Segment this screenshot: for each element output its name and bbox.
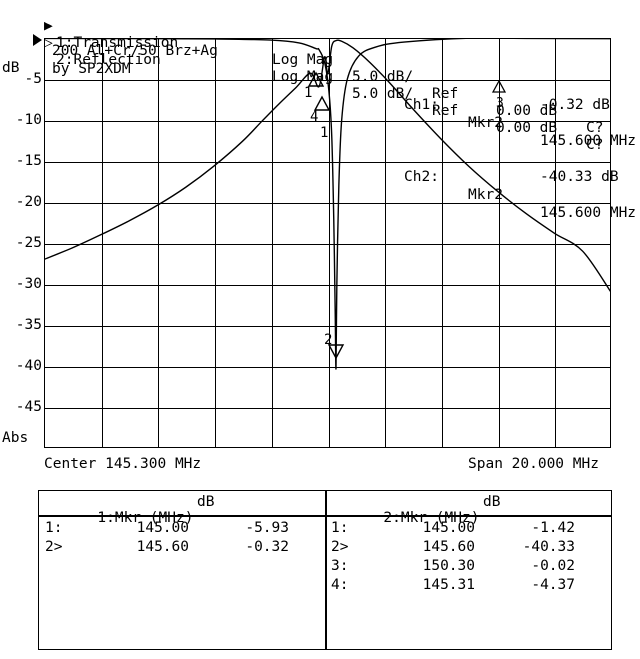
channel-1-ref-label: Ref: [432, 86, 459, 102]
grid-hline: [45, 121, 610, 122]
trace-title-line1: 200 Al+Cr/50 Brz+Ag: [52, 43, 218, 59]
y-axis-tick-label: -30: [15, 276, 42, 292]
grid-vline: [385, 39, 387, 447]
trace-title-annotation: 200 Al+Cr/50 Brz+Ag by SP2XDM: [52, 42, 218, 78]
grid-vline: [555, 39, 557, 447]
marker-row-db: -1.42: [531, 520, 575, 536]
table-1-unit-header: dB: [197, 494, 215, 510]
marker-row-frequency: 145.31: [422, 577, 475, 593]
marker-row-db: -4.37: [531, 577, 575, 593]
grid-vline: [101, 39, 103, 447]
grid-vline: [158, 39, 160, 447]
channel-1-ref-value: 0.00 dB: [496, 103, 558, 119]
y-axis-tick-label: -10: [15, 112, 42, 128]
channel-2-active-icon: ▷: [44, 35, 53, 51]
grid-hline: [45, 162, 610, 163]
x-axis-center-label: Center 145.300 MHz: [44, 456, 202, 472]
trace-title-line2: by SP2XDM: [52, 61, 131, 77]
y-axis-tick-label: -15: [15, 153, 42, 169]
grid-hline: [45, 367, 610, 368]
y-axis-tick-label: -40: [15, 358, 42, 374]
readout-ch2-label: Ch2:: [404, 169, 439, 185]
grid-hline: [45, 408, 610, 409]
channel-2-ref-label: Ref: [432, 103, 459, 119]
marker-readout-row-ch1: Ch1: Mkr2 145.600 MHz -0.32 dB 3: [404, 78, 636, 149]
plot-marker-label-1b: 1: [320, 125, 328, 141]
table-2-header-label: 2:Mkr (MHz): [383, 510, 480, 526]
marker-row-db: -0.32: [245, 539, 289, 555]
channel-1-correction-status: C?: [586, 120, 604, 136]
y-axis-tick-label: -45: [15, 399, 42, 415]
marker-table-channel-1[interactable]: 1:Mkr (MHz) dB 1: 145.00 -5.93 2> 145.60 -0.3…: [39, 491, 325, 649]
marker-row-db: -0.02: [531, 558, 575, 574]
channel-1-active-icon: ▶: [44, 18, 53, 34]
trace-canvas: 1412221: [44, 38, 611, 370]
plot-marker-triangle-4[interactable]: [313, 95, 331, 111]
y-axis: -5 -10 -15 -20 -25 -30 -35 -40 -45: [0, 36, 42, 448]
grid-hline: [45, 285, 610, 286]
x-axis-span-label: Span 20.000 MHz: [468, 456, 599, 472]
readout-ch1-marker: Mkr2: [468, 115, 503, 131]
plot-marker-label-2: 2: [324, 332, 332, 348]
table-2-header: 2:Mkr (MHz) dB: [331, 494, 500, 558]
marker-row-frequency: 150.30: [422, 558, 475, 574]
channel-2-name: 2:Reflection: [56, 52, 161, 68]
grid-vline: [498, 39, 500, 447]
readout-ch1-frequency: 145.600 MHz: [540, 133, 637, 149]
grid-vline: [271, 39, 273, 447]
marker-row-frequency: 145.00: [422, 520, 475, 536]
grid-vline: [328, 39, 330, 447]
marker-row-index: 3:: [331, 558, 349, 574]
marker-row-index: 1:: [331, 520, 349, 536]
plot-marker-triangle-1[interactable]: [307, 71, 325, 87]
channel-2-header-row[interactable]: ▷ 2:Reflection Log Mag 5.0 dB/ Ref 0.00 …: [0, 18, 640, 153]
y-axis-tick-label: -5: [24, 71, 42, 87]
grid-hline: [45, 244, 610, 245]
marker-row-frequency: 145.60: [422, 539, 475, 555]
y-axis-tick-label: -35: [15, 317, 42, 333]
channel-header: ▶ 1:Transmission Log Mag 5.0 dB/ Ref 0.0…: [0, 0, 640, 153]
table-1-header: 1:Mkr (MHz) dB: [45, 494, 214, 558]
marker-row-index: 4:: [331, 577, 349, 593]
grid-vline: [441, 39, 443, 447]
table-1-header-label: 1:Mkr (MHz): [97, 510, 194, 526]
marker-readout-row-ch2: Ch2: Mkr2 145.600 MHz -40.33 dB: [404, 150, 636, 221]
marker-row-index: 1:: [45, 520, 63, 536]
marker-row-index: 2>: [331, 539, 349, 555]
readout-ch1-amplitude: -0.32 dB: [540, 97, 610, 113]
readout-ch2-marker: Mkr2: [468, 187, 503, 203]
marker-row-db: -40.33: [522, 539, 575, 555]
channel-1-scale: 5.0 dB/: [352, 69, 414, 85]
y-axis-tick-label: -20: [15, 194, 42, 210]
readout-ch1-marker-triangle-icon: [492, 80, 506, 93]
marker-row-db: -5.93: [245, 520, 289, 536]
y-axis-unit-label: dB: [2, 60, 20, 76]
marker-row-frequency: 145.60: [136, 539, 189, 555]
channel-2-correction-status: C?: [586, 137, 604, 153]
y-axis-abs-label: Abs: [2, 430, 29, 446]
readout-ch1-label: Ch1:: [404, 97, 439, 113]
grid-vline: [215, 39, 217, 447]
plot-marker-triangle-2[interactable]: [327, 344, 345, 360]
marker-table-channel-2[interactable]: 2:Mkr (MHz) dB 1: 145.00 -1.42 2> 145.60 -40.…: [325, 491, 611, 649]
readout-ch1-marker-badge: 3: [496, 96, 504, 111]
table-vertical-divider: [325, 491, 327, 649]
grid-hline: [45, 326, 610, 327]
plot-marker-label-4: 4: [310, 109, 318, 125]
marker-row-index: 2>: [45, 539, 63, 555]
grid-hline: [45, 203, 610, 204]
reference-level-arrow-icon: [33, 34, 42, 46]
marker-readout-panel: Ch1: Mkr2 145.600 MHz -0.32 dB 3 Ch2: Mk…: [404, 42, 636, 221]
marker-tables: 1:Mkr (MHz) dB 1: 145.00 -5.93 2> 145.60 -0.3…: [38, 490, 612, 650]
table-2-unit-header: dB: [483, 494, 501, 510]
channel-2-ref-value: 0.00 dB: [496, 120, 558, 136]
channel-1-header-row[interactable]: ▶ 1:Transmission Log Mag 5.0 dB/ Ref 0.0…: [0, 1, 640, 136]
trace-line-1: [44, 39, 611, 293]
plot-marker-label-1: 1: [304, 85, 312, 101]
marker-row-frequency: 145.00: [136, 520, 189, 536]
trace-line-2: [44, 38, 611, 370]
readout-ch2-amplitude: -40.33 dB: [540, 169, 619, 185]
readout-ch2-frequency: 145.600 MHz: [540, 205, 637, 221]
y-axis-tick-label: -25: [15, 235, 42, 251]
